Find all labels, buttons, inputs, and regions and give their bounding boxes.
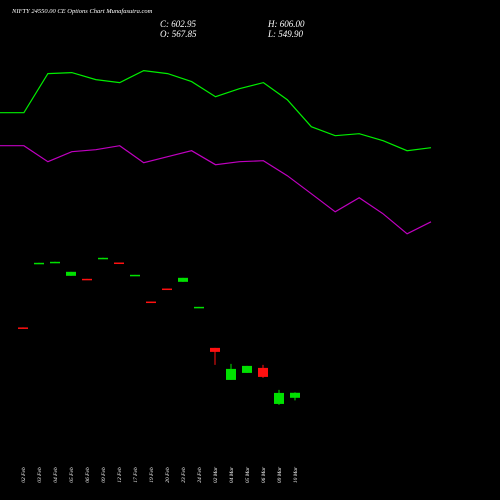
ohlc-low: L: 549.90 bbox=[267, 29, 304, 39]
candle-body bbox=[210, 347, 220, 352]
x-tick-label: 04 Feb bbox=[52, 467, 59, 483]
candle-body bbox=[242, 365, 252, 373]
x-tick-label: 06 Mar bbox=[261, 466, 267, 483]
ohlc-close: C: 602.95 bbox=[160, 19, 197, 29]
x-tick-label: 05 Feb bbox=[69, 467, 75, 483]
x-tick-label: 19 Feb bbox=[149, 467, 155, 483]
ohlc-high: H: 606.00 bbox=[267, 19, 305, 29]
candle-body bbox=[162, 288, 172, 291]
chart-title: NIFTY 24550.00 CE Options Chart Munafasu… bbox=[11, 8, 153, 15]
x-tick-label: 24 Feb bbox=[196, 467, 203, 483]
x-tick-label: 06 Feb bbox=[85, 467, 91, 483]
x-tick-label: 17 Feb bbox=[133, 467, 139, 483]
x-tick-label: 02 Mar bbox=[213, 466, 219, 483]
candle-body bbox=[18, 327, 28, 329]
candle-body bbox=[290, 392, 300, 398]
candle-body bbox=[146, 301, 156, 304]
x-tick-label: 12 Feb bbox=[117, 467, 123, 483]
candle-body bbox=[178, 277, 188, 282]
candle-body bbox=[50, 261, 60, 264]
candle-body bbox=[114, 262, 124, 265]
x-tick-label: 09 Feb bbox=[101, 467, 107, 483]
indicator-line bbox=[0, 69, 432, 152]
candle-body bbox=[226, 368, 236, 380]
candle-body bbox=[34, 262, 44, 265]
candle-body bbox=[130, 274, 140, 277]
x-tick-label: 20 Feb bbox=[165, 467, 171, 483]
x-tick-label: 04 Mar bbox=[228, 466, 235, 483]
candle-body bbox=[66, 271, 76, 276]
x-tick-label: 09 Mar bbox=[277, 466, 283, 483]
indicator-line bbox=[0, 145, 432, 235]
x-tick-label: 03 Feb bbox=[37, 467, 43, 483]
x-tick-label: 05 Mar bbox=[245, 466, 251, 483]
ohlc-open: O: 567.85 bbox=[160, 29, 197, 39]
candle-body bbox=[274, 392, 284, 404]
candle-body bbox=[82, 278, 92, 281]
candle-body bbox=[98, 257, 108, 260]
x-tick-label: 23 Feb bbox=[181, 467, 187, 483]
x-tick-label: 02 Feb bbox=[21, 467, 27, 483]
x-tick-label: 10 Mar bbox=[293, 466, 299, 483]
candle-body bbox=[258, 367, 268, 377]
candle-body bbox=[194, 306, 204, 309]
